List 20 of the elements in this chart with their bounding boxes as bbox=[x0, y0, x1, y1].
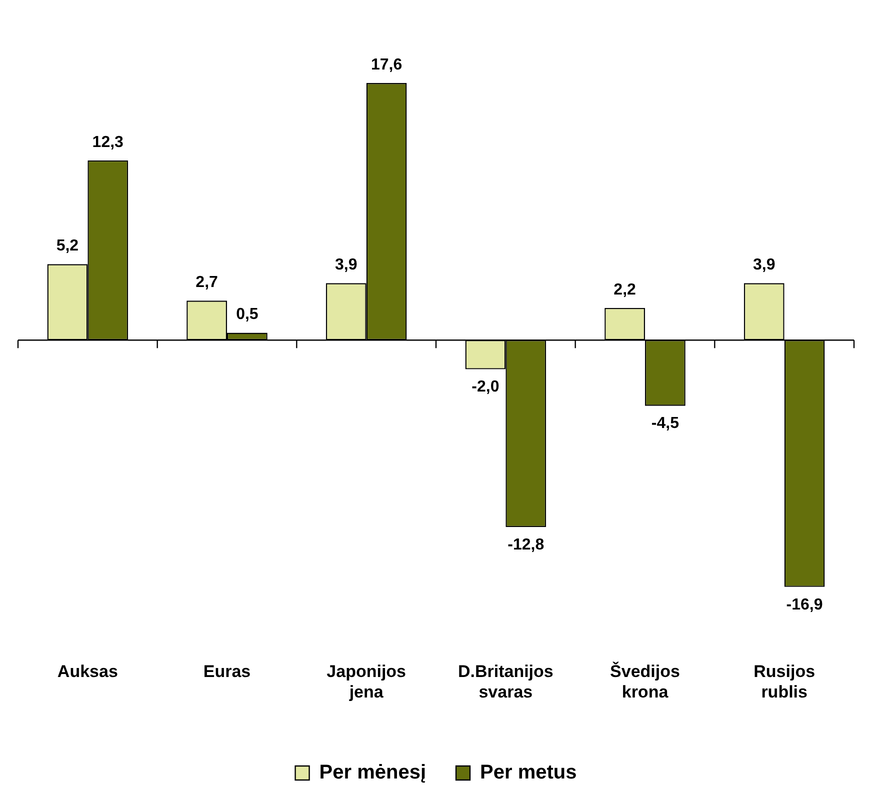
data-label: 0,5 bbox=[236, 306, 258, 324]
data-label: 2,2 bbox=[614, 281, 636, 298]
data-label: -12,8 bbox=[508, 536, 544, 554]
x-tick-label: Rusijos rublis bbox=[754, 662, 816, 702]
legend-label: Per metus bbox=[480, 762, 577, 784]
legend-label: Per mėnesį bbox=[319, 762, 426, 784]
data-label: -4,5 bbox=[651, 415, 680, 432]
data-label: 5,2 bbox=[56, 238, 79, 255]
x-tick-label: Euras bbox=[203, 662, 251, 682]
data-label: 12,3 bbox=[92, 134, 124, 151]
data-label: -2,0 bbox=[472, 378, 500, 396]
x-tick-label: D.Britanijos svaras bbox=[458, 662, 554, 702]
data-label: 3,9 bbox=[753, 256, 776, 274]
data-label: -16,9 bbox=[786, 596, 823, 614]
data-label: 2,7 bbox=[196, 274, 218, 292]
x-tick-label: Auksas bbox=[57, 662, 118, 682]
data-label: 3,9 bbox=[335, 256, 358, 274]
x-tick-label: Japonijos jena bbox=[326, 662, 406, 702]
data-label: 17,6 bbox=[370, 56, 402, 74]
x-tick-label: Švedijos krona bbox=[610, 661, 680, 702]
